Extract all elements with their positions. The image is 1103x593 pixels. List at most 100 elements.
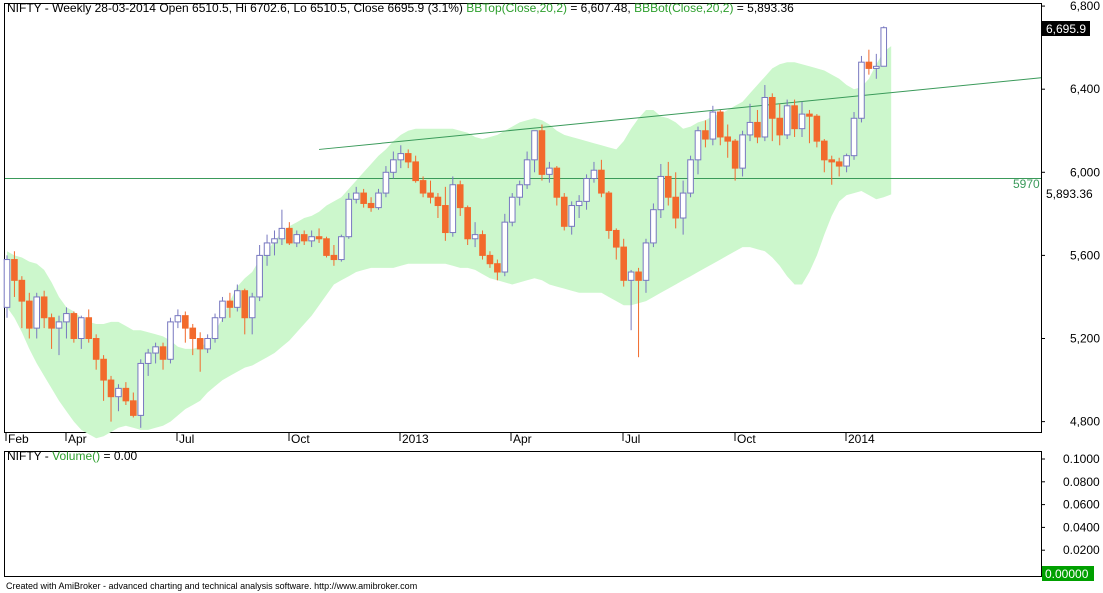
candle[interactable] xyxy=(672,172,680,229)
volume-pane[interactable] xyxy=(4,451,1042,577)
candle[interactable] xyxy=(18,276,26,329)
candle[interactable] xyxy=(516,180,523,206)
candle[interactable] xyxy=(271,230,278,256)
candle[interactable] xyxy=(546,161,553,183)
candle[interactable] xyxy=(345,193,353,239)
candle[interactable] xyxy=(130,392,137,418)
candle[interactable] xyxy=(263,234,271,266)
candle[interactable] xyxy=(768,93,776,142)
candle[interactable] xyxy=(865,49,873,75)
candle[interactable] xyxy=(174,309,182,329)
candle[interactable] xyxy=(189,323,197,356)
candle[interactable] xyxy=(419,176,427,198)
candle[interactable] xyxy=(226,292,234,318)
candle[interactable] xyxy=(427,180,434,204)
candle[interactable] xyxy=(612,228,620,260)
candle[interactable] xyxy=(107,375,115,422)
candle[interactable] xyxy=(100,355,107,401)
candle[interactable] xyxy=(182,311,189,343)
candle[interactable] xyxy=(828,155,836,185)
candle[interactable] xyxy=(390,151,397,179)
candle[interactable] xyxy=(11,251,18,297)
candle[interactable] xyxy=(568,201,575,235)
candle[interactable] xyxy=(360,188,367,208)
candle[interactable] xyxy=(115,384,122,412)
candle[interactable] xyxy=(412,155,419,183)
candle[interactable] xyxy=(479,230,486,260)
candle[interactable] xyxy=(843,153,850,173)
candle[interactable] xyxy=(835,157,843,177)
candle[interactable] xyxy=(687,155,694,198)
candle[interactable] xyxy=(241,288,249,335)
candle[interactable] xyxy=(657,163,665,218)
candle[interactable] xyxy=(850,112,858,160)
candle[interactable] xyxy=(308,230,315,248)
candle[interactable] xyxy=(449,176,457,237)
candle[interactable] xyxy=(523,151,531,189)
candle[interactable] xyxy=(560,193,568,231)
candle[interactable] xyxy=(553,166,561,206)
candle[interactable] xyxy=(486,251,494,268)
candle[interactable] xyxy=(85,309,93,343)
candle[interactable] xyxy=(55,315,63,356)
candle[interactable] xyxy=(137,359,145,428)
candle[interactable] xyxy=(501,213,509,277)
candle[interactable] xyxy=(650,203,657,248)
candle[interactable] xyxy=(211,313,219,343)
candle[interactable] xyxy=(300,230,308,246)
candle[interactable] xyxy=(798,101,806,137)
candle[interactable] xyxy=(159,342,167,370)
trend-line[interactable] xyxy=(319,77,1042,150)
candle[interactable] xyxy=(196,332,204,372)
candle[interactable] xyxy=(352,186,360,204)
candle[interactable] xyxy=(404,149,412,169)
candle[interactable] xyxy=(434,193,442,218)
candle[interactable] xyxy=(367,197,375,212)
candle[interactable] xyxy=(508,193,516,227)
candle[interactable] xyxy=(627,269,635,331)
candle[interactable] xyxy=(776,103,784,146)
candle[interactable] xyxy=(731,139,739,181)
candle[interactable] xyxy=(709,105,717,146)
candle[interactable] xyxy=(761,85,769,142)
candle[interactable] xyxy=(590,161,598,183)
candle[interactable] xyxy=(664,161,672,206)
candle[interactable] xyxy=(63,307,70,339)
candle[interactable] xyxy=(92,334,100,370)
candle[interactable] xyxy=(821,139,828,173)
candle[interactable] xyxy=(858,55,865,123)
candle[interactable] xyxy=(694,126,702,175)
candle[interactable] xyxy=(716,109,724,146)
candle[interactable] xyxy=(152,342,159,364)
candle[interactable] xyxy=(144,348,152,376)
candle[interactable] xyxy=(338,234,345,262)
candle[interactable] xyxy=(783,99,791,140)
candle[interactable] xyxy=(204,334,211,354)
candle[interactable] xyxy=(286,222,293,246)
candle[interactable] xyxy=(219,296,226,322)
candle[interactable] xyxy=(531,130,538,173)
candle[interactable] xyxy=(293,230,301,248)
candle[interactable] xyxy=(598,159,605,198)
candle[interactable] xyxy=(70,311,78,343)
candle[interactable] xyxy=(442,186,449,241)
candle[interactable] xyxy=(494,259,501,281)
candle[interactable] xyxy=(375,188,382,210)
candle[interactable] xyxy=(702,120,709,148)
candle[interactable] xyxy=(330,245,338,266)
candle[interactable] xyxy=(25,292,33,339)
candle[interactable] xyxy=(806,109,813,144)
candle[interactable] xyxy=(471,222,479,248)
candle[interactable] xyxy=(234,284,241,312)
candle[interactable] xyxy=(605,190,613,239)
candle[interactable] xyxy=(456,180,464,216)
candle[interactable] xyxy=(3,255,11,318)
candle[interactable] xyxy=(382,166,390,198)
candle[interactable] xyxy=(256,245,263,302)
candle[interactable] xyxy=(642,238,650,293)
candle[interactable] xyxy=(40,290,48,329)
candle[interactable] xyxy=(880,26,888,67)
candle[interactable] xyxy=(167,317,174,364)
candle[interactable] xyxy=(583,174,590,210)
